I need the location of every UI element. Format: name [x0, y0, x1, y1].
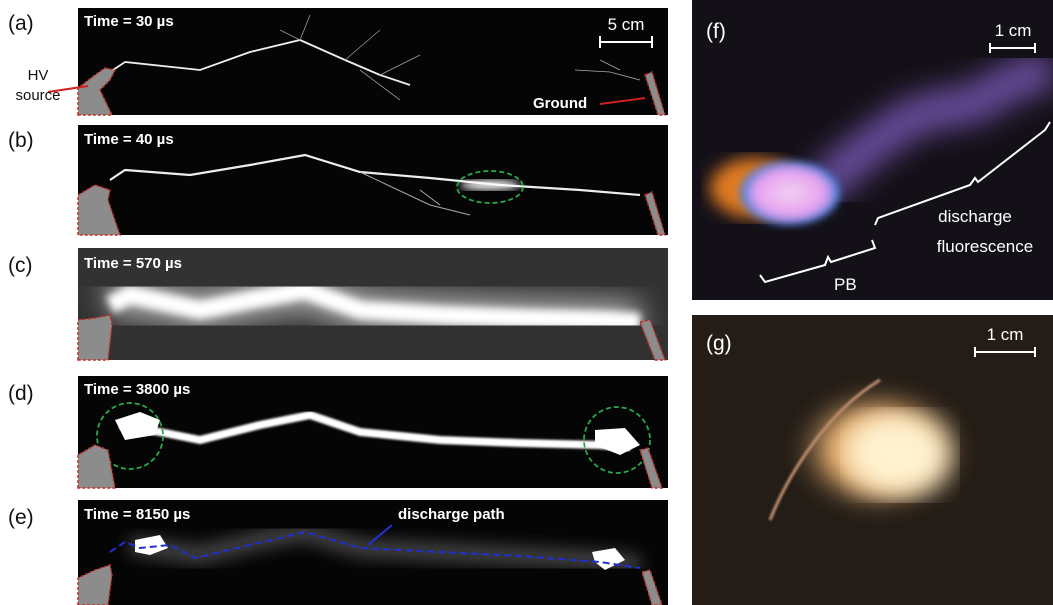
fluorescence-label: fluorescence [937, 237, 1033, 256]
panel-label: (e) [8, 506, 34, 529]
panel-e: (e) Time = 8150 µs discharge path [8, 500, 668, 605]
panel-c: (c) Time = 570 µs [8, 248, 668, 360]
panel-f: (f) 1 cm PB discharge fluorescence [692, 0, 1053, 300]
panel-label: (b) [8, 129, 34, 152]
panel-label: (g) [706, 332, 732, 355]
panel-label: (f) [706, 20, 726, 43]
panel-label: (c) [8, 254, 33, 277]
panel-label: (d) [8, 382, 34, 405]
time-label: Time = 3800 µs [84, 381, 190, 398]
panel-label: (a) [8, 12, 34, 35]
note-label: discharge path [398, 506, 505, 523]
panel-d: (d) Time = 3800 µs [8, 376, 668, 488]
scale-label: 1 cm [995, 21, 1032, 40]
time-label: Time = 8150 µs [84, 506, 190, 523]
pb-label: PB [834, 275, 857, 294]
scale-label: 1 cm [987, 325, 1024, 344]
fluorescence-label: discharge [938, 207, 1012, 226]
panel-g: (g) 1 cm [692, 315, 1053, 605]
figure: (a) Time = 30 µs 5 cm HV source Ground (… [0, 0, 1053, 605]
source-label: HV [28, 67, 49, 84]
ground-label: Ground [533, 95, 587, 112]
panel-a: (a) Time = 30 µs 5 cm HV source Ground [8, 8, 668, 115]
time-label: Time = 40 µs [84, 131, 174, 148]
time-label: Time = 30 µs [84, 13, 174, 30]
panel-b: (b) Time = 40 µs [8, 125, 668, 235]
scale-label: 5 cm [608, 15, 645, 34]
time-label: Time = 570 µs [84, 255, 182, 272]
source-label: source [15, 87, 60, 104]
